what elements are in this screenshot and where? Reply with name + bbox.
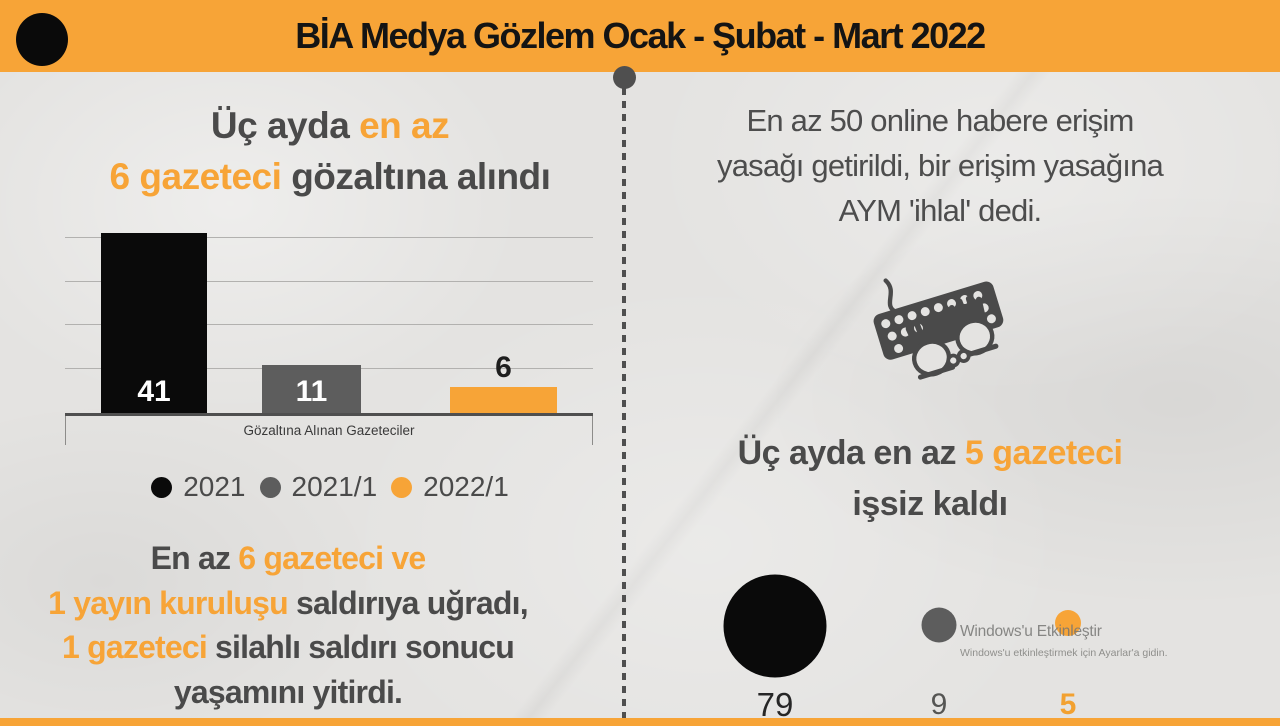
bar-2021-value: 41 xyxy=(137,375,171,408)
jobless-line1: Üç ayda en az 5 gazeteci xyxy=(737,434,1123,472)
bar-2021-1: 11 xyxy=(262,365,361,413)
gridline-20 xyxy=(65,324,593,325)
legend-label-2022-1: 2022/1 xyxy=(423,471,509,502)
access-ban-line2: yasağı getirildi, bir erişim yasağına xyxy=(717,148,1164,183)
black-circle-logo-icon xyxy=(16,13,68,66)
bubble-2022-1 xyxy=(1055,610,1081,636)
header-bar: BİA Medya Gözlem Ocak - Şubat - Mart 202… xyxy=(0,0,1280,72)
attacks-paragraph: En az 6 gazeteci ve 1 yayın kuruluşu sal… xyxy=(0,536,576,714)
access-ban-line3: AYM 'ihlal' dedi. xyxy=(838,193,1043,228)
legend-item-2022-1: 2022/1 xyxy=(391,471,509,503)
gridline-30 xyxy=(65,281,593,282)
gridline-40 xyxy=(65,237,593,238)
legend-dot-orange-icon xyxy=(391,476,413,498)
attacks-line4: yaşamını yitirdi. xyxy=(173,673,403,710)
attacks-line1: En az 6 gazeteci ve xyxy=(150,540,427,576)
bubble-2021-1 xyxy=(921,607,957,643)
legend-dot-gray-icon xyxy=(259,476,281,498)
windows-activation-watermark: Windows'u Etkinleştir Windows'u etkinleş… xyxy=(960,622,1167,660)
jobless-heading: Üç ayda en az 5 gazeteci işsiz kaldı xyxy=(630,428,1230,530)
x-axis-label: Gözaltına Alınan Gazeteciler xyxy=(243,423,415,438)
bubble-2021-1-value: 9 xyxy=(930,688,948,721)
vertical-dashed-divider xyxy=(622,88,626,726)
left-heading-line1: Üç ayda en az xyxy=(210,105,450,146)
bar-2021: 41 xyxy=(101,233,207,413)
access-ban-line1: En az 50 online habere erişim xyxy=(746,103,1135,138)
chart-legend: 2021 2021/1 2022/1 xyxy=(30,471,630,503)
bubble-2021-value: 79 xyxy=(756,686,794,723)
legend-label-2021: 2021 xyxy=(183,471,246,502)
left-section-heading: Üç ayda en az 6 gazeteci gözaltına alınd… xyxy=(30,100,630,202)
left-heading-line2: 6 gazeteci gözaltına alındı xyxy=(109,156,551,197)
legend-label-2021-1: 2021/1 xyxy=(291,471,378,502)
detained-journalists-bar-chart: 41 11 6 Gözaltına Alınan Gazeteciler xyxy=(65,226,593,445)
bar-2022-1: 6 xyxy=(450,351,557,413)
page-title: BİA Medya Gözlem Ocak - Şubat - Mart 202… xyxy=(295,15,986,56)
legend-item-2021-1: 2021/1 xyxy=(259,471,378,503)
access-ban-paragraph: En az 50 online habere erişim yasağı get… xyxy=(640,98,1240,233)
bubble-2022-1-value: 5 xyxy=(1059,688,1077,721)
keyboard-typing-hands-icon xyxy=(873,278,1004,380)
divider-dot-icon xyxy=(613,66,636,89)
bottom-orange-bar xyxy=(0,718,1280,726)
attacks-line3: 1 gazeteci silahlı saldırı sonucu xyxy=(61,629,515,665)
watermark-line1: Windows'u Etkinleştir xyxy=(960,623,1102,640)
bar-chart-plot-area: 41 11 6 xyxy=(65,226,593,416)
attacks-line2: 1 yayın kuruluşu saldırıya uğradı, xyxy=(48,584,528,621)
legend-dot-black-icon xyxy=(151,476,173,498)
bar-2021-1-value: 11 xyxy=(295,375,328,408)
bar-2022-1-value: 6 xyxy=(495,351,512,384)
watermark-line2: Windows'u etkinleştirmek için Ayarlar'a … xyxy=(960,646,1168,659)
bubble-2021 xyxy=(723,574,827,678)
x-axis-label-box: Gözaltına Alınan Gazeteciler xyxy=(65,416,593,445)
legend-item-2021: 2021 xyxy=(151,471,246,503)
jobless-line2: işsiz kaldı xyxy=(852,485,1008,523)
